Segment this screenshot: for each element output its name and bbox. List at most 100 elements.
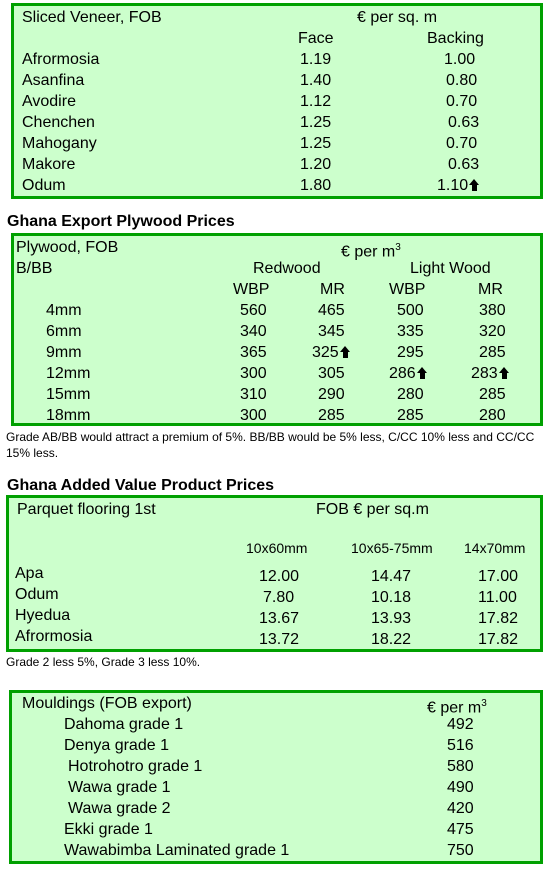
plywood-cell: 300 xyxy=(240,365,267,382)
parquet-row-name: Afrormosia xyxy=(15,628,93,645)
parquet-note: Grade 2 less 5%, Grade 3 less 10%. xyxy=(6,655,201,669)
veneer-col-face: Face xyxy=(298,30,334,47)
veneer-row-face: 1.40 xyxy=(300,72,332,89)
plywood-sub-header: WBP xyxy=(389,281,426,298)
plywood-size: 9mm xyxy=(46,344,82,361)
veneer-row-backing: 0.70 xyxy=(446,93,478,110)
veneer-row-name: Mahogany xyxy=(22,135,97,152)
mouldings-row-name: Wawabimba Laminated grade 1 xyxy=(64,842,290,859)
plywood-cell: 560 xyxy=(240,302,267,319)
plywood-size: 4mm xyxy=(46,302,82,319)
plywood-cell: 365 xyxy=(240,344,267,361)
mouldings-row-price: 492 xyxy=(447,716,474,733)
mouldings-row-price: 750 xyxy=(447,842,474,859)
plywood-cell: 500 xyxy=(397,302,424,319)
mouldings-unit-prefix: € per m xyxy=(427,699,482,717)
plywood-cell: 300 xyxy=(240,407,267,424)
plywood-sub-header: MR xyxy=(320,281,345,298)
up-arrow-icon xyxy=(498,367,510,379)
plywood-size: 15mm xyxy=(46,386,91,403)
plywood-note: Grade AB/BB would attract a premium of 5… xyxy=(6,430,535,460)
mouldings-unit: € per m3 xyxy=(427,694,487,717)
plywood-cell: 285 xyxy=(397,407,424,424)
plywood-grade: B/BB xyxy=(16,260,53,277)
plywood-cell: 340 xyxy=(240,323,267,340)
plywood-cell: 335 xyxy=(397,323,424,340)
parquet-cell: 14.47 xyxy=(371,568,412,585)
plywood-cell: 283 xyxy=(471,365,498,382)
veneer-row-backing: 0.63 xyxy=(448,156,480,173)
mouldings-table xyxy=(9,690,543,864)
mouldings-row-price: 516 xyxy=(447,737,474,754)
parquet-cell: 13.67 xyxy=(259,610,300,627)
plywood-cell-wrap: 286 xyxy=(389,364,428,383)
plywood-cell: 345 xyxy=(318,323,345,340)
veneer-col-backing: Backing xyxy=(427,30,484,47)
plywood-size: 18mm xyxy=(46,407,91,424)
parquet-cell: 10.18 xyxy=(371,589,412,606)
plywood-cell: 380 xyxy=(479,302,506,319)
veneer-row-name: Makore xyxy=(22,156,76,173)
plywood-label: Plywood, FOB xyxy=(16,239,119,256)
parquet-cell: 7.80 xyxy=(263,589,295,606)
parquet-cell: 12.00 xyxy=(259,568,300,585)
parquet-row-name: Hyedua xyxy=(15,607,71,624)
parquet-size: 10x65-75mm xyxy=(351,540,433,556)
parquet-cell: 11.00 xyxy=(478,589,517,606)
veneer-row-backing: 0.63 xyxy=(448,114,480,131)
mouldings-row-name: Ekki grade 1 xyxy=(64,821,153,838)
veneer-row-backing: 1.10 xyxy=(437,177,469,194)
plywood-cell: 295 xyxy=(397,344,424,361)
plywood-unit-prefix: € per m xyxy=(341,243,396,261)
mouldings-row-price: 475 xyxy=(447,821,474,838)
plywood-cell: 280 xyxy=(479,407,506,424)
parquet-size: 10x60mm xyxy=(246,540,308,556)
parquet-cell: 13.72 xyxy=(259,631,300,648)
veneer-row-face: 1.12 xyxy=(300,93,332,110)
parquet-row-name: Apa xyxy=(15,565,44,582)
plywood-cell-wrap: 325 xyxy=(312,343,351,362)
plywood-heading: Ghana Export Plywood Prices xyxy=(7,213,235,230)
veneer-row-name: Asanfina xyxy=(22,72,85,89)
mouldings-row-name: Dahoma grade 1 xyxy=(64,716,184,733)
plywood-cell: 325 xyxy=(312,344,339,361)
plywood-cell: 286 xyxy=(389,365,416,382)
plywood-group-redwood: Redwood xyxy=(253,260,321,277)
up-arrow-icon xyxy=(339,346,351,358)
plywood-cell: 310 xyxy=(240,386,267,403)
plywood-cell: 285 xyxy=(479,344,506,361)
mouldings-row-name: Wawa grade 2 xyxy=(68,800,171,817)
parquet-cell: 17.00 xyxy=(478,568,519,585)
up-arrow-icon xyxy=(416,367,428,379)
plywood-cell: 280 xyxy=(397,386,424,403)
veneer-row-backing: 1.00 xyxy=(444,51,476,68)
plywood-cell: 305 xyxy=(318,365,345,382)
parquet-cell: 17.82 xyxy=(478,610,519,627)
plywood-size: 12mm xyxy=(46,365,91,382)
mouldings-row-name: Hotrohotro grade 1 xyxy=(68,758,203,775)
veneer-table xyxy=(11,3,543,199)
veneer-row-name: Avodire xyxy=(22,93,76,110)
plywood-cell: 285 xyxy=(318,407,345,424)
veneer-label: Sliced Veneer, FOB xyxy=(22,9,162,26)
plywood-unit-sup: 3 xyxy=(395,242,401,253)
parquet-unit: FOB € per sq.m xyxy=(316,501,429,518)
veneer-row-backing: 0.80 xyxy=(446,72,478,89)
parquet-cell: 13.93 xyxy=(371,610,412,627)
plywood-cell-wrap: 283 xyxy=(471,364,510,383)
mouldings-row-price: 580 xyxy=(447,758,474,775)
veneer-row-name: Odum xyxy=(22,177,66,194)
parquet-cell: 17.82 xyxy=(478,631,519,648)
veneer-row-face: 1.25 xyxy=(300,114,332,131)
veneer-row-name: Afrormosia xyxy=(22,51,100,68)
mouldings-row-price: 490 xyxy=(447,779,474,796)
plywood-size: 6mm xyxy=(46,323,82,340)
veneer-row-name: Chenchen xyxy=(22,114,95,131)
veneer-row-face: 1.19 xyxy=(300,51,332,68)
parquet-cell: 18.22 xyxy=(371,631,412,648)
veneer-unit: € per sq. m xyxy=(357,9,438,26)
veneer-row-face: 1.80 xyxy=(300,177,332,194)
plywood-cell: 465 xyxy=(318,302,345,319)
plywood-cell: 285 xyxy=(479,386,506,403)
mouldings-row-name: Denya grade 1 xyxy=(64,737,169,754)
